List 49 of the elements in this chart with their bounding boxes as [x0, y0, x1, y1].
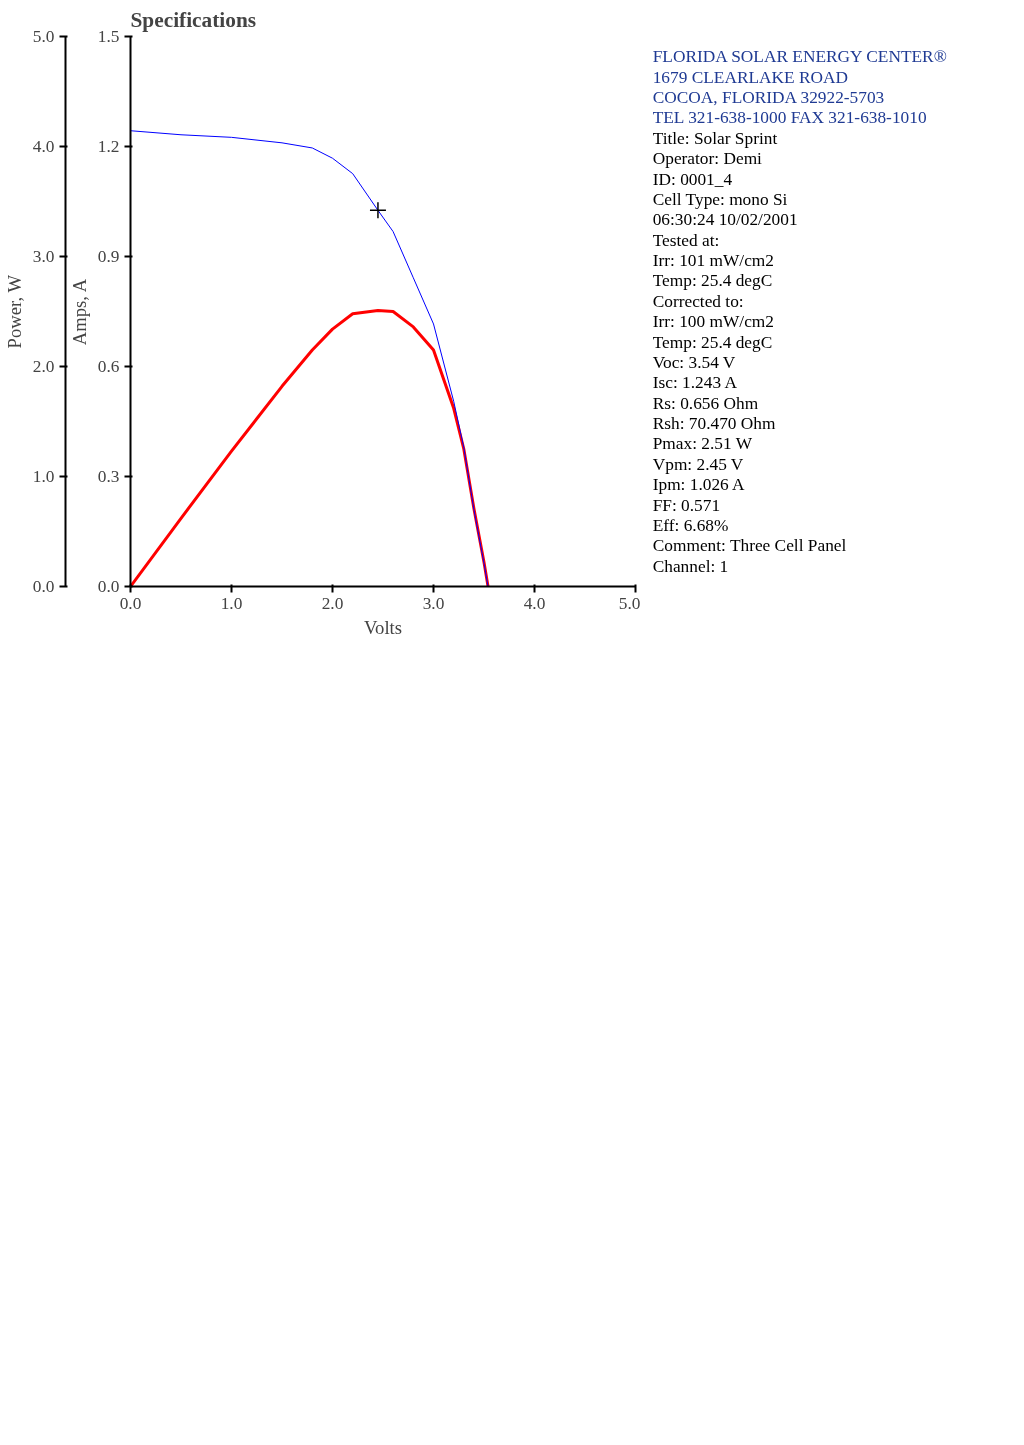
text: Irr: 101 mW/cm2 — [652, 251, 774, 271]
y2-tick-label: 0.0 — [32, 577, 55, 596]
text: Pmax: 2.51 W — [652, 434, 753, 454]
text: FF: 0.571 — [652, 495, 721, 515]
text: Comment: Three Cell Panel — [652, 536, 847, 556]
x-tick-label: 3.0 — [422, 593, 445, 613]
text: ID: 0001_4 — [652, 169, 733, 189]
y2-tick-label: 1.0 — [32, 467, 55, 486]
y-tick-label: 0.3 — [97, 467, 120, 486]
text: Isc: 1.243 A — [652, 373, 738, 393]
text: Corrected to: — [652, 291, 744, 311]
y2-tick-label: 2.0 — [32, 357, 55, 376]
y2-tick-label: 3.0 — [32, 247, 55, 266]
text: Temp: 25.4 degC — [652, 271, 773, 291]
text: Irr: 100 mW/cm2 — [652, 312, 774, 332]
x-tick-label: 4.0 — [523, 593, 546, 613]
text: Eff: 6.68% — [652, 515, 729, 535]
text: FLORIDA SOLAR ENERGY CENTER® — [652, 47, 947, 67]
text: Voc: 3.54 V — [652, 352, 736, 372]
text: Title: Solar Sprint — [652, 128, 778, 148]
text: Channel: 1 — [652, 556, 729, 576]
text: Rsh: 70.470 Ohm — [652, 414, 776, 434]
x-tick-label: 1.0 — [220, 593, 243, 613]
text: Ipm: 1.026 A — [652, 475, 746, 495]
y2-tick-label: 5.0 — [32, 27, 55, 46]
text: TEL 321-638-1000 FAX 321-638-1010 — [652, 108, 927, 128]
y-tick-label: 1.5 — [97, 27, 120, 46]
text: Vpm: 2.45 V — [652, 454, 744, 474]
text: 1679 CLEARLAKE ROAD — [652, 67, 849, 87]
text: Cell Type: mono Si — [652, 189, 788, 209]
chart-title: Specifications — [130, 7, 257, 32]
x-tick-label: 2.0 — [321, 593, 344, 613]
text: Tested at: — [652, 230, 720, 250]
y-axis-title: Amps, A — [68, 278, 90, 346]
y-tick-label: 0.0 — [97, 577, 120, 596]
text: Rs: 0.656 Ohm — [652, 393, 759, 413]
y-tick-label: 0.9 — [97, 247, 120, 266]
y-tick-label: 0.6 — [97, 357, 120, 376]
text: 06:30:24 10/02/2001 — [652, 210, 798, 230]
y2-axis-title: Power, W — [3, 274, 25, 349]
x-tick-label: 0.0 — [119, 593, 142, 613]
x-axis-title: Volts — [363, 616, 403, 638]
text: COCOA, FLORIDA 32922-5703 — [652, 88, 885, 108]
text: Operator: Demi — [652, 149, 763, 169]
y2-tick-label: 4.0 — [32, 137, 55, 156]
line-series — [130, 130, 489, 587]
text: Temp: 25.4 degC — [652, 332, 773, 352]
x-tick-label: 5.0 — [618, 593, 641, 613]
y-tick-label: 1.2 — [97, 137, 120, 156]
